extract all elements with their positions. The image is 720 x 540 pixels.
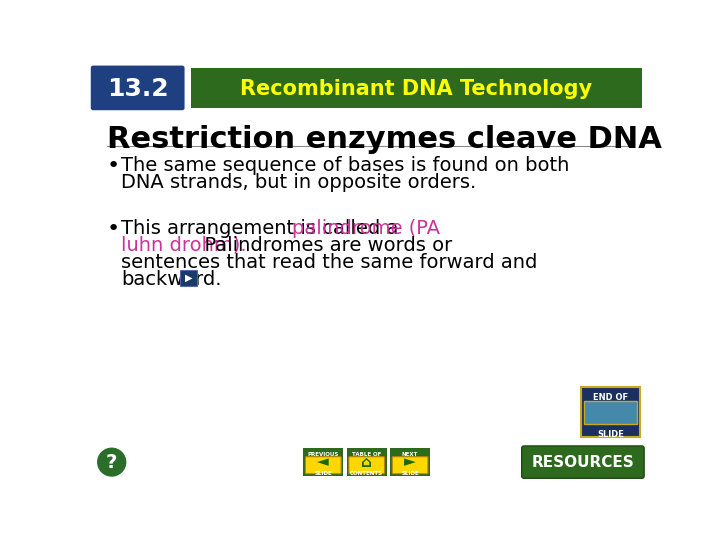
FancyBboxPatch shape — [585, 401, 637, 423]
Text: •: • — [107, 156, 120, 176]
Text: ▶: ▶ — [185, 273, 192, 283]
Text: ?: ? — [106, 453, 117, 471]
FancyBboxPatch shape — [349, 457, 384, 474]
FancyBboxPatch shape — [346, 448, 387, 476]
FancyBboxPatch shape — [581, 387, 640, 437]
Text: •: • — [107, 219, 120, 239]
Text: SLIDE: SLIDE — [401, 471, 419, 476]
Text: Palindromes are words or: Palindromes are words or — [192, 236, 452, 255]
Text: sentences that read the same forward and: sentences that read the same forward and — [121, 253, 537, 272]
Text: palindrome (PA: palindrome (PA — [292, 219, 440, 238]
FancyBboxPatch shape — [180, 271, 197, 286]
Text: This arrangement is called a: This arrangement is called a — [121, 219, 405, 238]
Circle shape — [98, 448, 126, 476]
Text: TABLE OF: TABLE OF — [352, 452, 382, 457]
Text: Restriction enzymes cleave DNA: Restriction enzymes cleave DNA — [107, 125, 662, 154]
Text: NEXT: NEXT — [402, 452, 418, 457]
Text: PREVIOUS: PREVIOUS — [307, 452, 339, 457]
Text: SLIDE: SLIDE — [315, 471, 332, 476]
Text: SLIDE: SLIDE — [598, 430, 624, 439]
Text: ⌂: ⌂ — [361, 455, 372, 470]
Text: Recombinant DNA Technology: Recombinant DNA Technology — [240, 79, 593, 99]
Text: END OF: END OF — [593, 393, 629, 402]
FancyBboxPatch shape — [390, 448, 431, 476]
FancyBboxPatch shape — [392, 457, 428, 474]
Text: ◄: ◄ — [318, 455, 329, 470]
FancyBboxPatch shape — [522, 446, 644, 478]
FancyBboxPatch shape — [191, 68, 642, 108]
FancyBboxPatch shape — [305, 457, 341, 474]
FancyBboxPatch shape — [91, 65, 184, 110]
Text: ►: ► — [404, 455, 416, 470]
Text: luhn drohm).: luhn drohm). — [121, 236, 247, 255]
Text: CONTENTS: CONTENTS — [350, 471, 383, 476]
Text: backward.: backward. — [121, 269, 222, 288]
FancyBboxPatch shape — [303, 448, 343, 476]
Text: RESOURCES: RESOURCES — [531, 455, 634, 470]
Text: DNA strands, but in opposite orders.: DNA strands, but in opposite orders. — [121, 173, 476, 192]
Text: The same sequence of bases is found on both: The same sequence of bases is found on b… — [121, 156, 570, 174]
Text: 13.2: 13.2 — [107, 77, 169, 100]
